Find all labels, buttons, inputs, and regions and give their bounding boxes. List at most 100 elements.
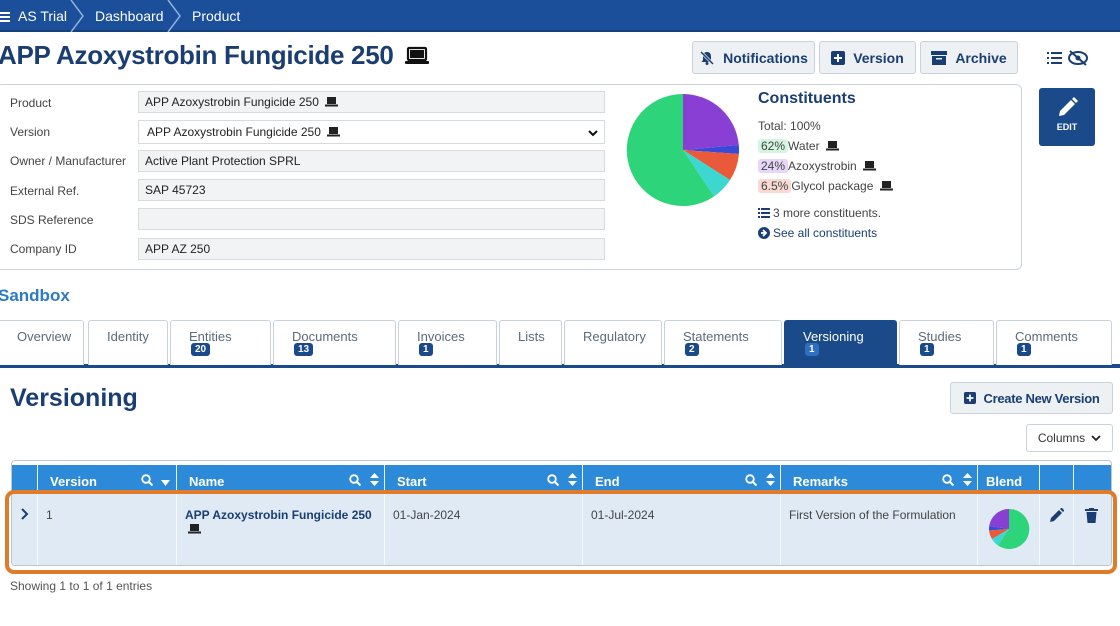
tab-statements[interactable]: Statements 2 bbox=[664, 320, 782, 365]
tab-studies[interactable]: Studies 1 bbox=[899, 320, 994, 365]
search-icon bbox=[141, 474, 153, 486]
bell-slash-icon bbox=[700, 50, 715, 65]
table-row[interactable]: 1 APP Azoxystrobin Fungicide 250 01-Jan-… bbox=[12, 494, 1111, 565]
blend-slice-green bbox=[998, 508, 1030, 549]
extref-label: External Ref. bbox=[10, 184, 80, 198]
create-new-version-button[interactable]: Create New Version bbox=[950, 382, 1113, 414]
remarks-cell: First Version of the Formulation bbox=[781, 494, 978, 565]
tab-regulatory[interactable]: Regulatory bbox=[564, 320, 662, 365]
start-column-header[interactable]: Start bbox=[385, 465, 583, 493]
breadcrumb-product[interactable]: Product bbox=[192, 8, 241, 24]
search-icon bbox=[349, 474, 361, 486]
pie-slice-glycol bbox=[683, 150, 739, 180]
pie-slice-minor-blue bbox=[683, 145, 740, 154]
company-field[interactable]: APP AZ 250 bbox=[138, 238, 605, 260]
end-cell: 01-Jul-2024 bbox=[583, 494, 781, 565]
tab-overview[interactable]: Overview bbox=[0, 320, 84, 365]
search-icon bbox=[547, 474, 559, 486]
blend-column-header: Blend bbox=[978, 465, 1040, 493]
trash-icon bbox=[1085, 508, 1098, 523]
company-label: Company ID bbox=[10, 242, 77, 256]
search-icon bbox=[942, 474, 954, 486]
tab-lists[interactable]: Lists bbox=[499, 320, 562, 365]
version-label: Version bbox=[10, 125, 51, 139]
blend-slice-blue bbox=[989, 526, 1009, 531]
versioning-title: Versioning bbox=[10, 384, 138, 412]
constituents-total: Total: 100% bbox=[758, 119, 821, 133]
tab-invoices[interactable]: Invoices 1 bbox=[398, 320, 497, 365]
delete-row-button[interactable] bbox=[1074, 494, 1111, 565]
owner-field[interactable]: Active Plant Protection SPRL bbox=[138, 150, 605, 172]
tab-entities[interactable]: Entities 20 bbox=[170, 320, 271, 365]
edit-button[interactable]: EDIT bbox=[1039, 88, 1095, 146]
chevron-down-icon bbox=[1091, 435, 1101, 442]
list-eye-slash-icon bbox=[1047, 50, 1088, 66]
constituent-glycol[interactable]: 6.5% Glycol package bbox=[758, 179, 893, 193]
arrow-circle-right-icon bbox=[758, 227, 770, 239]
tab-badge: 1 bbox=[419, 343, 433, 356]
breadcrumb-dashboard[interactable]: Dashboard bbox=[95, 8, 164, 24]
tab-badge: 2 bbox=[685, 343, 699, 356]
sort-icon bbox=[370, 473, 379, 486]
blend-slice-cyan bbox=[992, 529, 1009, 546]
pie-slice-minor-cyan bbox=[683, 150, 730, 197]
blend-cell bbox=[978, 494, 1040, 565]
end-column-header[interactable]: End bbox=[583, 465, 781, 493]
sds-field[interactable] bbox=[138, 208, 605, 230]
notifications-button[interactable]: Notifications bbox=[692, 41, 815, 74]
tab-badge: 1 bbox=[1017, 343, 1031, 356]
columns-button[interactable]: Columns bbox=[1026, 424, 1113, 452]
pencil-icon bbox=[1059, 97, 1078, 116]
laptop-icon bbox=[327, 127, 341, 137]
product-label: Product bbox=[10, 96, 52, 110]
version-button[interactable]: Version bbox=[819, 41, 916, 74]
expand-row-button[interactable] bbox=[12, 494, 38, 565]
extref-field[interactable]: SAP 45723 bbox=[138, 179, 605, 201]
menu-icon[interactable] bbox=[0, 0, 10, 32]
laptop-icon bbox=[863, 161, 877, 171]
see-all-constituents-link[interactable]: See all constituents bbox=[758, 226, 877, 240]
version-column-header[interactable]: Version bbox=[38, 465, 177, 493]
edit-row-button[interactable] bbox=[1040, 494, 1074, 565]
sort-icon bbox=[568, 473, 577, 486]
tab-badge: 13 bbox=[294, 343, 314, 356]
laptop-icon bbox=[188, 524, 201, 534]
list-visibility-toggle[interactable] bbox=[1046, 49, 1090, 72]
constituent-water[interactable]: 62% Water bbox=[758, 139, 839, 153]
version-select[interactable]: APP Azoxystrobin Fungicide 250 bbox=[138, 120, 605, 144]
constituents-pie-chart bbox=[626, 93, 740, 206]
remarks-column-header[interactable]: Remarks bbox=[781, 465, 978, 493]
tab-bar: Overview Identity Entities 20 Documents 13… bbox=[0, 320, 1120, 368]
breadcrumb: AS Trial Dashboard Product bbox=[0, 0, 1120, 32]
plus-square-icon bbox=[831, 50, 846, 65]
sort-icon bbox=[963, 473, 972, 486]
table-header: Version Name Start End Remarks Blend bbox=[12, 465, 1111, 493]
tab-identity[interactable]: Identity bbox=[88, 320, 168, 365]
blend-slice-purple bbox=[989, 508, 1009, 529]
tab-documents[interactable]: Documents 13 bbox=[273, 320, 396, 365]
versions-table: Version Name Start End Remarks Blend bbox=[11, 460, 1112, 566]
product-field[interactable]: APP Azoxystrobin Fungicide 250 bbox=[138, 91, 605, 113]
table-info: Showing 1 to 1 of 1 entries bbox=[10, 579, 153, 593]
laptop-icon bbox=[879, 181, 893, 191]
name-column-header[interactable]: Name bbox=[177, 465, 385, 493]
sandbox-heading: Sandbox bbox=[0, 286, 70, 305]
sds-label: SDS Reference bbox=[10, 213, 94, 227]
blend-pie-chart bbox=[989, 508, 1030, 549]
laptop-icon bbox=[325, 97, 339, 107]
breadcrumb-separator bbox=[167, 0, 181, 32]
tab-versioning[interactable]: Versioning 1 bbox=[784, 320, 897, 365]
archive-icon bbox=[931, 50, 948, 65]
name-cell[interactable]: APP Azoxystrobin Fungicide 250 bbox=[177, 494, 385, 565]
tab-comments[interactable]: Comments 1 bbox=[996, 320, 1112, 365]
breadcrumb-as-trial[interactable]: AS Trial bbox=[18, 8, 68, 24]
archive-button[interactable]: Archive bbox=[920, 41, 1018, 74]
constituents-title: Constituents bbox=[758, 90, 856, 107]
pie-slice-water bbox=[626, 93, 714, 206]
start-cell: 01-Jan-2024 bbox=[385, 494, 583, 565]
constituent-azoxystrobin[interactable]: 24% Azoxystrobin bbox=[758, 159, 877, 173]
edit-column-header bbox=[1040, 465, 1074, 493]
pie-slice-azoxystrobin bbox=[683, 93, 739, 150]
plus-square-icon bbox=[963, 392, 976, 404]
version-cell: 1 bbox=[38, 494, 177, 565]
